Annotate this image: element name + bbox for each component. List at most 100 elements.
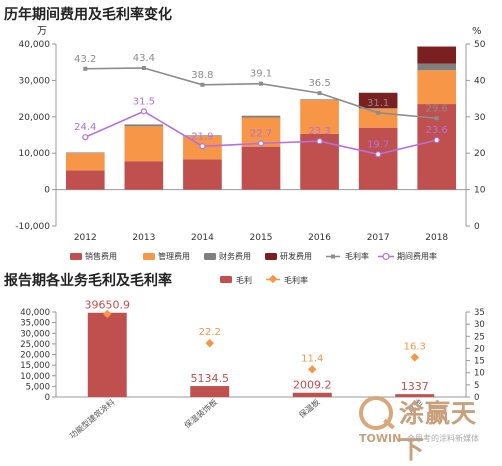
period-expense-chart: 万 % 40,000 30,000 20,000 10,000 0 -10,000 50 40 30…	[15, 26, 486, 261]
bar-value-label: 2009.2	[293, 379, 332, 392]
y-tick-label: 5,000	[26, 382, 50, 392]
gross-margin-point	[317, 91, 322, 96]
y-tick-label: 30,000	[19, 76, 51, 86]
bar-rd	[417, 46, 457, 64]
watermark-brand-en: TOWIN	[359, 432, 402, 445]
period-expense-rate-label: 21.9	[191, 131, 213, 142]
period-expense-rate-point	[82, 134, 89, 141]
gross-margin-label: 29.6	[426, 103, 448, 114]
y2-tick-label: 20	[474, 344, 485, 354]
y2-tick-label: 10	[474, 186, 486, 196]
bar-sales	[183, 159, 222, 190]
x-tick-label: 2012	[74, 233, 97, 243]
period-expense-rate-label: 31.5	[133, 96, 155, 107]
gross-margin-point	[141, 66, 146, 71]
legend-swatch	[204, 253, 216, 260]
bar-admin	[417, 70, 457, 105]
y2-tick-label: 30	[474, 320, 485, 330]
gross-margin-label: 38.8	[191, 70, 213, 81]
x-tick-label: 2015	[250, 233, 273, 243]
margin-marker	[410, 353, 419, 362]
legend-label: 毛利率	[284, 275, 308, 285]
legend-label: 管理费用	[158, 251, 190, 261]
legend-label: 研发费用	[280, 251, 312, 261]
y-tick-label: 20,000	[19, 113, 51, 123]
y-tick-label: 30,000	[20, 329, 50, 339]
y-tick-label: 10,000	[20, 372, 50, 382]
bar-rd	[358, 92, 398, 109]
legend-swatch	[220, 276, 232, 283]
bar-value-label: 39650.9	[85, 299, 131, 312]
gross-margin-label: 43.4	[133, 53, 155, 64]
bar-admin	[124, 126, 164, 162]
watermark-slogan: 会思考的涂料新媒体	[407, 434, 479, 443]
period-expense-rate-point	[257, 140, 265, 147]
gross-margin-point	[376, 110, 381, 115]
bar-sales	[124, 161, 164, 190]
x-tick-label: 保温板	[297, 397, 322, 420]
gross-margin-point	[200, 82, 205, 87]
y2-tick-label: 50	[474, 40, 486, 50]
y-unit-left: 万	[37, 26, 47, 37]
period-expense-rate-label: 19.7	[367, 139, 389, 150]
legend-label: 财务费用	[219, 251, 251, 261]
y-tick-label: 0	[44, 186, 50, 196]
y2-tick-label: 10	[474, 369, 485, 379]
legend-label: 销售费用	[85, 251, 117, 261]
period-expense-rate-point	[316, 138, 323, 145]
bar-gross-profit	[190, 386, 230, 397]
y-tick-label: 10,000	[19, 149, 51, 159]
legend-swatch	[143, 253, 155, 260]
bar-gross-profit	[87, 312, 127, 397]
bar-sales	[65, 170, 105, 190]
legend-swatch-marker	[268, 274, 278, 284]
bar-finance	[358, 108, 398, 109]
period-expense-rate-point	[140, 108, 147, 115]
period-expense-rate-label: 23.3	[308, 126, 330, 137]
legend-swatch-marker	[331, 254, 335, 259]
bar-finance	[183, 135, 222, 137]
bar-finance	[65, 152, 105, 154]
period-expense-rate-point	[199, 143, 206, 150]
bar-finance	[124, 124, 164, 127]
period-expense-rate-point	[375, 151, 382, 158]
legend-swatch	[70, 253, 82, 260]
legend-label: 毛利	[236, 275, 252, 285]
x-tick-label: 2013	[132, 233, 155, 243]
legend-label: 毛利率	[345, 251, 369, 261]
bar-admin	[300, 100, 339, 134]
margin-marker	[205, 338, 214, 348]
gross-margin-label: 39.1	[250, 69, 272, 80]
margin-marker	[308, 365, 317, 374]
y-tick-label: 40,000	[19, 40, 51, 50]
bar-sales	[241, 146, 281, 190]
x-tick-label: 2018	[425, 233, 448, 243]
legend-swatch	[265, 253, 277, 260]
y2-tick-label: 20	[474, 149, 486, 159]
x-tick-label: 功能型建筑涂料	[67, 397, 116, 441]
gross-margin-label: 43.2	[74, 54, 96, 65]
y-tick-label: 40,000	[20, 308, 50, 318]
y2-tick-label: 25	[474, 332, 485, 342]
legend-label: 期间费用率	[397, 251, 437, 261]
x-tick-label: 2016	[308, 233, 331, 243]
bar-finance	[417, 63, 457, 71]
y-tick-label: 20,000	[20, 351, 50, 361]
y-tick-label: -10,000	[15, 222, 50, 232]
y-tick-label: 35,000	[20, 319, 50, 329]
x-tick-label: 2017	[367, 233, 390, 243]
bar-gross-profit	[292, 392, 332, 397]
margin-label: 11.4	[301, 353, 323, 364]
x-tick-label: 保温装饰板	[182, 397, 219, 430]
margin-label: 16.3	[404, 341, 426, 352]
gross-margin-point	[259, 81, 263, 86]
y-tick-label: 25,000	[20, 340, 50, 350]
y-tick-label: 15,000	[20, 361, 50, 371]
bar-sales	[358, 127, 398, 190]
margin-label: 22.2	[199, 327, 221, 338]
towin-watermark: 涂赢天下 TOWIN 会思考的涂料新媒体	[355, 390, 500, 464]
period-expense-rate-label: 22.7	[250, 128, 272, 139]
bar-finance	[241, 115, 281, 118]
chart2-title: 报告期各业务毛利及毛利率	[4, 273, 172, 289]
y2-tick-label: 30	[474, 113, 486, 123]
